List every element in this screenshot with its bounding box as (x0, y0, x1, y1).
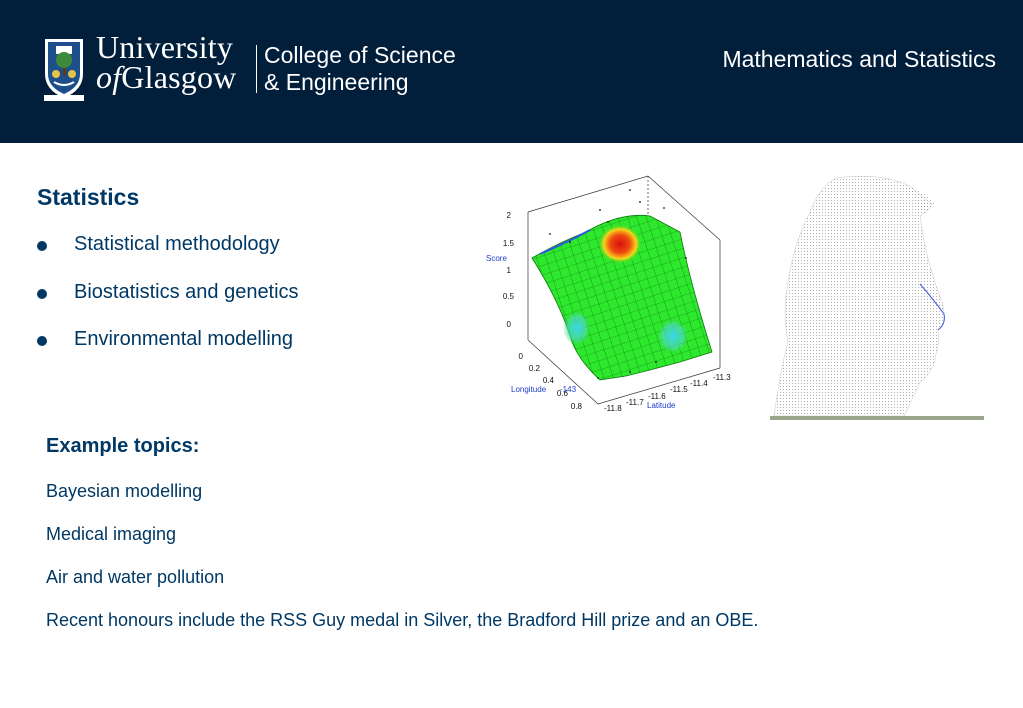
image-base-strip (770, 416, 984, 420)
x-tick-label: 0 (519, 352, 524, 361)
topic-item: Bayesian modelling (46, 481, 203, 501)
z-tick-label: 0.5 (503, 292, 515, 301)
college-name: College of Science & Engineering (264, 42, 456, 96)
list-item: Environmental modelling (37, 328, 299, 376)
topic-item: Air and water pollution (46, 567, 225, 587)
university-name-glasgow: Glasgow (121, 59, 237, 95)
topic-item: Medical imaging (46, 524, 177, 544)
x-axis-label: Longitude (511, 385, 547, 394)
z-tick-label: 0 (507, 320, 512, 329)
y-tick-label: -11.6 (648, 392, 666, 401)
z-axis-label: Score (486, 254, 507, 263)
surface-low-left (563, 310, 591, 346)
section-title: Statistics (37, 184, 140, 210)
list-item: Statistical methodology (37, 233, 299, 281)
y-tick-label: -11.7 (626, 398, 644, 407)
y-tick-label: -11.4 (690, 379, 708, 388)
college-name-line2: & Engineering (264, 69, 409, 95)
university-name-of: of (96, 59, 122, 95)
honours-text: Recent honours include the RSS Guy medal… (46, 610, 759, 630)
face-point-cloud-image (770, 175, 984, 420)
department-title: Mathematics and Statistics (722, 46, 996, 72)
university-wordmark: University ofGlasgow (96, 29, 237, 95)
surface-low-right (657, 318, 689, 354)
plot-bounding-box (527, 175, 721, 405)
x-tick-label: 0.8 (571, 402, 583, 411)
topics-heading: Example topics: (46, 435, 200, 457)
scatter-points (549, 189, 687, 379)
university-name-line1: University (96, 29, 234, 65)
university-crest-logo (44, 39, 84, 101)
y-tick-label: -11.8 (604, 404, 622, 413)
university-name-line2: ofGlasgow (96, 59, 237, 95)
research-area-list: Statistical methodology Biostatistics an… (37, 233, 299, 376)
bullet-icon (37, 336, 47, 346)
bullet-icon (37, 241, 47, 251)
bullet-icon (37, 288, 47, 299)
list-item-label: Biostatistics and genetics (74, 280, 299, 303)
y-tick-label: -11.5 (670, 385, 688, 394)
x-tick-label: 0.2 (529, 364, 541, 373)
y-tick-label: -11.3 (713, 373, 731, 382)
x-tick-label: 0.4 (543, 376, 555, 385)
z-tick-label: 1 (507, 266, 512, 275)
list-item-label: Statistical methodology (74, 233, 280, 255)
page-header: University ofGlasgow College of Science … (0, 0, 1023, 143)
logo-divider (256, 45, 257, 93)
x-tick-label: 0.6 (557, 389, 569, 398)
list-item: Biostatistics and genetics (37, 281, 299, 329)
z-tick-label: 2 (507, 211, 512, 220)
college-name-line1: College of Science (264, 42, 456, 68)
x-axis-extra-label: -143 (560, 385, 577, 394)
surface-peak (598, 224, 642, 264)
z-tick-label: 1.5 (503, 239, 515, 248)
list-item-label: Environmental modelling (74, 328, 294, 350)
y-axis-label: Latitude (647, 401, 676, 410)
surface-plot-figure: 2 1.5 1 0.5 0 Score 0 0.2 0.4 0.6 0.8 Lo… (486, 175, 731, 413)
